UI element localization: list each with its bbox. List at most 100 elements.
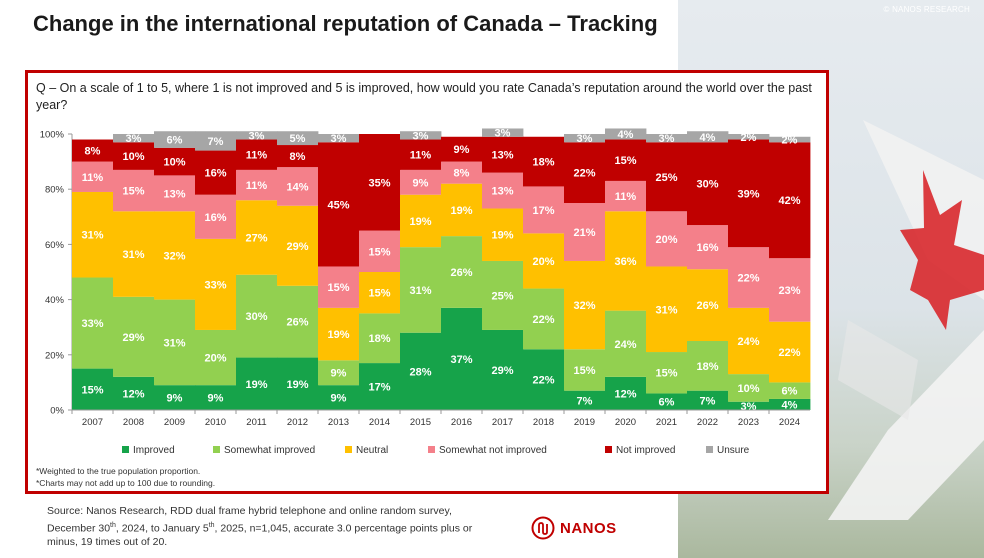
legend-label: Neutral bbox=[356, 445, 388, 456]
x-tick-label: 2020 bbox=[615, 417, 636, 428]
bar-segment bbox=[113, 134, 155, 143]
x-tick-label: 2008 bbox=[123, 417, 144, 428]
bar-segment bbox=[195, 150, 237, 195]
data-label: 30% bbox=[696, 179, 718, 191]
data-label: 29% bbox=[286, 241, 308, 253]
data-label: 18% bbox=[532, 157, 554, 169]
y-tick-label: 60% bbox=[45, 240, 65, 251]
bar-segment bbox=[318, 360, 360, 386]
bar-segment bbox=[400, 139, 442, 170]
data-label: 33% bbox=[81, 318, 103, 330]
page-title: Change in the international reputation o… bbox=[33, 11, 658, 36]
bar-segment bbox=[318, 266, 360, 308]
legend-swatch bbox=[213, 446, 220, 453]
data-label: 6% bbox=[167, 135, 183, 147]
bar-segment bbox=[318, 134, 360, 143]
bar-segment bbox=[523, 233, 565, 289]
nanos-logo: NANOS bbox=[531, 516, 617, 540]
copyright-label: © NANOS RESEARCH bbox=[883, 5, 970, 14]
bar-segment bbox=[687, 269, 729, 341]
data-label: 3% bbox=[577, 133, 593, 145]
x-tick-label: 2021 bbox=[656, 417, 677, 428]
x-tick-label: 2007 bbox=[82, 417, 103, 428]
canada-flag-image bbox=[828, 120, 984, 520]
data-label: 24% bbox=[737, 336, 759, 348]
data-label: 8% bbox=[85, 146, 101, 158]
bar-segment bbox=[154, 211, 196, 300]
bar-segment bbox=[482, 329, 524, 410]
bar-segment bbox=[195, 131, 237, 151]
y-tick-label: 0% bbox=[50, 406, 64, 417]
data-label: 11% bbox=[615, 191, 637, 203]
data-label: 15% bbox=[122, 186, 144, 198]
x-tick-label: 2015 bbox=[410, 417, 431, 428]
bar-segment bbox=[277, 285, 319, 358]
data-label: 20% bbox=[204, 353, 226, 365]
x-tick-label: 2010 bbox=[205, 417, 226, 428]
bar-segment bbox=[359, 230, 401, 272]
data-label: 19% bbox=[286, 379, 308, 391]
bar-segment bbox=[72, 161, 114, 192]
bar-segment bbox=[154, 131, 196, 148]
bar-segment bbox=[359, 313, 401, 364]
legend-label: Improved bbox=[133, 445, 175, 456]
data-label: 26% bbox=[286, 317, 308, 329]
bar-segment bbox=[277, 167, 319, 206]
bar-segment bbox=[523, 349, 565, 410]
footnote-rounding: *Charts may not add up to 100 due to rou… bbox=[36, 478, 216, 488]
bar-segment bbox=[113, 376, 155, 410]
data-label: 22% bbox=[737, 273, 759, 285]
bar-segment bbox=[605, 139, 647, 181]
y-tick-label: 20% bbox=[45, 350, 65, 361]
bar-segment bbox=[482, 128, 524, 137]
data-label: 4% bbox=[700, 132, 716, 144]
data-label: 15% bbox=[368, 246, 390, 258]
y-tick-label: 80% bbox=[45, 185, 65, 196]
data-label: 11% bbox=[410, 150, 432, 162]
data-label: 30% bbox=[245, 311, 267, 323]
data-label: 4% bbox=[782, 399, 798, 411]
source-note: Source: Nanos Research, RDD dual frame h… bbox=[47, 505, 527, 549]
data-label: 22% bbox=[573, 168, 595, 180]
data-label: 16% bbox=[204, 168, 226, 180]
data-label: 20% bbox=[655, 234, 677, 246]
bar-segment bbox=[769, 142, 811, 259]
data-label: 39% bbox=[737, 188, 759, 200]
data-label: 8% bbox=[290, 151, 306, 163]
bar-segment bbox=[564, 260, 606, 350]
data-label: 37% bbox=[450, 354, 472, 366]
legend-label: Somewhat improved bbox=[224, 445, 315, 456]
data-label: 19% bbox=[450, 205, 472, 217]
bar-segment bbox=[441, 161, 483, 184]
source-line-3: minus, 19 times out of 20. bbox=[47, 535, 168, 548]
data-label: 5% bbox=[290, 133, 306, 145]
data-label: 3% bbox=[249, 130, 265, 142]
data-label: 21% bbox=[573, 227, 595, 239]
bar-segment bbox=[154, 175, 196, 212]
bar-segment bbox=[72, 368, 114, 410]
bar-segment bbox=[769, 258, 811, 322]
data-label: 20% bbox=[532, 256, 554, 268]
data-label: 7% bbox=[700, 395, 716, 407]
bar-segment bbox=[687, 131, 729, 143]
data-label: 29% bbox=[491, 365, 513, 377]
bar-segment bbox=[482, 260, 524, 330]
data-label: 15% bbox=[614, 155, 636, 167]
data-label: 31% bbox=[163, 337, 185, 349]
bar-segment bbox=[318, 142, 360, 267]
bar-segment bbox=[400, 332, 442, 410]
bar-segment bbox=[523, 186, 565, 234]
legend-label: Not improved bbox=[616, 445, 675, 456]
data-label: 13% bbox=[491, 150, 513, 162]
x-tick-label: 2024 bbox=[779, 417, 800, 428]
legend-swatch bbox=[345, 446, 352, 453]
data-label: 22% bbox=[778, 347, 800, 359]
bar-segment bbox=[359, 363, 401, 410]
data-label: 19% bbox=[327, 329, 349, 341]
data-label: 9% bbox=[454, 144, 470, 156]
data-label: 7% bbox=[208, 136, 224, 148]
bar-segment bbox=[359, 134, 401, 231]
data-label: 9% bbox=[413, 177, 429, 189]
data-label: 25% bbox=[491, 290, 513, 302]
data-label: 7% bbox=[577, 395, 593, 407]
